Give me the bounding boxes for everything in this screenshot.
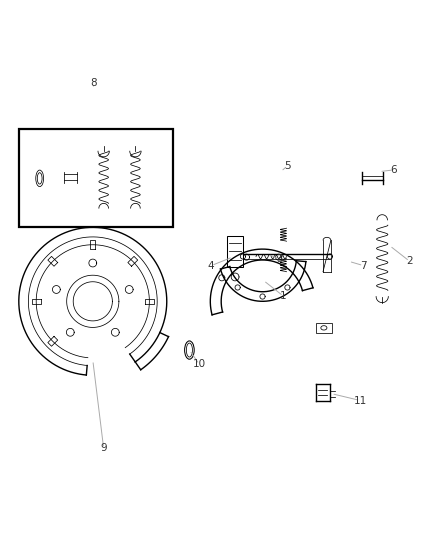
Bar: [19, 130, 173, 228]
Text: 4: 4: [208, 261, 215, 271]
Text: 10: 10: [193, 359, 206, 369]
Text: 7: 7: [360, 261, 367, 271]
Bar: [316, 323, 332, 333]
Bar: [227, 236, 244, 268]
Text: 1: 1: [280, 291, 287, 301]
Text: 2: 2: [406, 256, 413, 266]
Text: 5: 5: [284, 160, 291, 171]
Text: 8: 8: [90, 78, 97, 88]
Text: 9: 9: [100, 443, 107, 454]
Text: 11: 11: [354, 395, 367, 406]
Text: 6: 6: [391, 165, 397, 175]
Text: 3: 3: [276, 254, 283, 264]
